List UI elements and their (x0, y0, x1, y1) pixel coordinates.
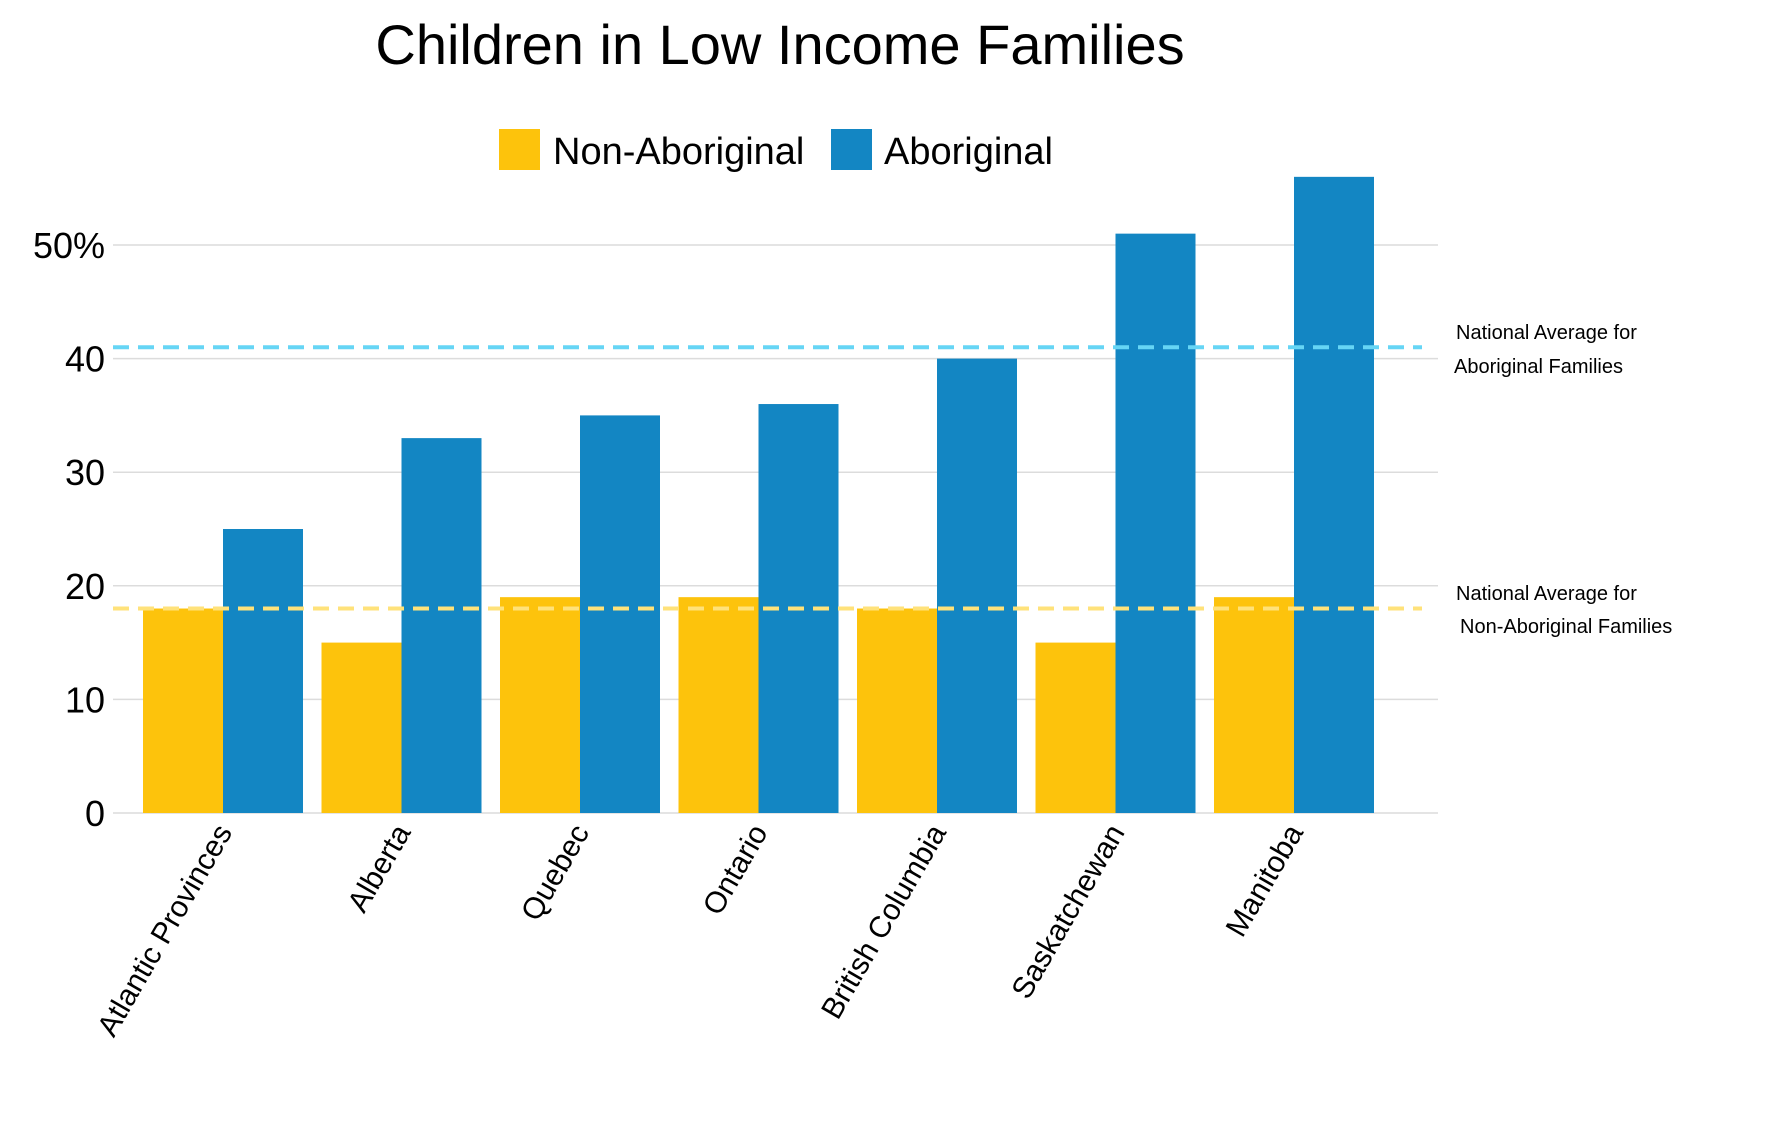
bar-aboriginal-manitoba (1294, 176, 1374, 814)
legend-swatch-non-aboriginal (499, 129, 540, 170)
y-tick-label-20: 20 (65, 566, 105, 607)
y-tick-label-0: 0 (85, 793, 105, 834)
y-tick-label-40: 40 (65, 339, 105, 380)
bar-non-aboriginal-quebec (500, 597, 580, 813)
bar-non-aboriginal-saskatchewan (1035, 642, 1116, 813)
bar-aboriginal-quebec (580, 415, 660, 813)
y-tick-label-10: 10 (65, 679, 105, 720)
bar-aboriginal-saskatchewan (1115, 233, 1196, 813)
y-axis-tick-labels: 0 10 20 30 40 50% (33, 225, 105, 834)
bar-non-aboriginal-british-columbia (857, 608, 937, 813)
bar-non-aboriginal-ontario (678, 597, 759, 813)
x-tick-label-ontario: Ontario (697, 819, 775, 921)
bars (143, 176, 1374, 814)
x-tick-label-quebec: Quebec (515, 819, 596, 927)
legend-label-non-aboriginal: Non-Aboriginal (553, 131, 804, 173)
reference-lines (113, 345, 1422, 611)
non-aboriginal-average-label-line1: National Average for (1456, 583, 1637, 605)
aboriginal-average-label-line1: National Average for (1456, 322, 1637, 344)
legend: Non-Aboriginal Aboriginal (499, 129, 1053, 173)
bar-non-aboriginal-manitoba (1214, 597, 1294, 813)
x-tick-label-manitoba: Manitoba (1220, 819, 1310, 943)
x-tick-label-atlantic-provinces: Atlantic Provinces (91, 819, 239, 1042)
bar-aboriginal-atlantic-provinces (223, 529, 303, 813)
bar-aboriginal-british-columbia (937, 358, 1017, 813)
bar-non-aboriginal-alberta (321, 642, 402, 813)
bar-aboriginal-alberta (401, 438, 482, 813)
x-tick-label-british-columbia: British Columbia (815, 819, 953, 1025)
x-tick-label-saskatchewan: Saskatchewan (1005, 819, 1131, 1004)
legend-swatch-aboriginal (831, 129, 872, 170)
chart-title: Children in Low Income Families (375, 13, 1184, 76)
aboriginal-average-label-line2: Aboriginal Families (1454, 356, 1623, 378)
x-axis-tick-labels: Atlantic Provinces Alberta Quebec Ontario Br… (91, 819, 1310, 1042)
non-aboriginal-average-label-line2: Non-Aboriginal Families (1460, 616, 1672, 638)
x-tick-label-alberta: Alberta (341, 819, 417, 918)
y-tick-label-50: 50% (33, 225, 105, 266)
reference-annotations: National Average for Aboriginal Families… (1454, 322, 1672, 638)
y-tick-label-30: 30 (65, 452, 105, 493)
legend-label-aboriginal: Aboriginal (884, 131, 1053, 173)
bar-non-aboriginal-atlantic-provinces (143, 608, 223, 813)
